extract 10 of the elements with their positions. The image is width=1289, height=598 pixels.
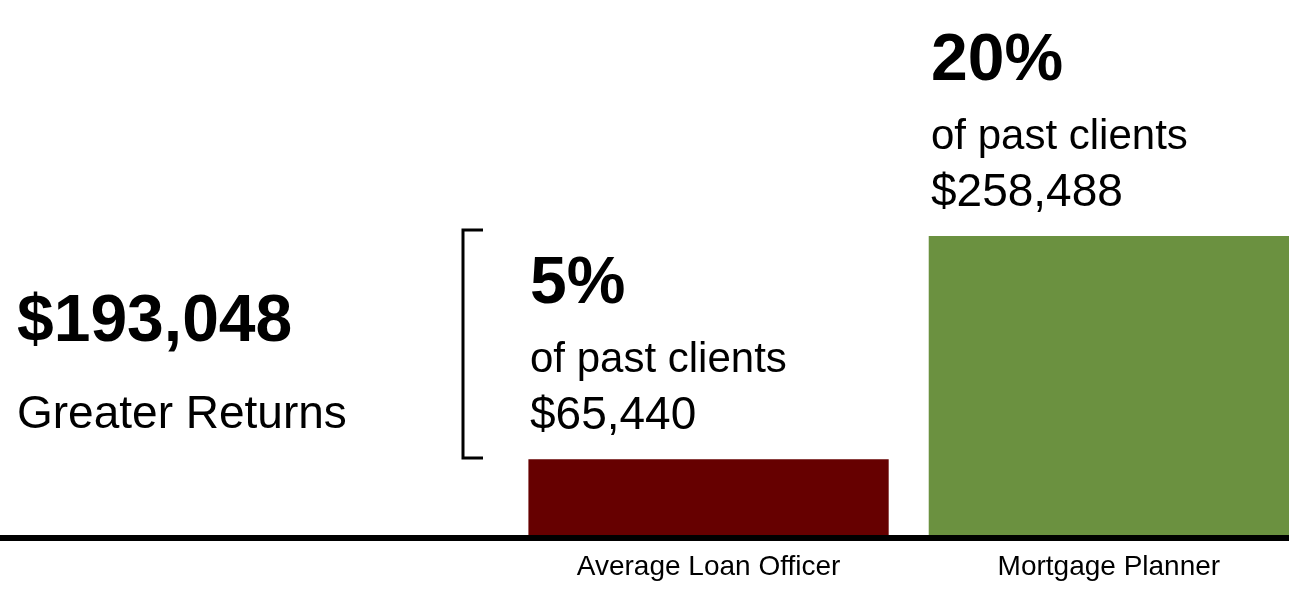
data-label: $258,488 bbox=[931, 164, 1123, 216]
x-tick-label: Average Loan Officer bbox=[576, 549, 841, 581]
annotation: 5% bbox=[530, 243, 626, 317]
text: $193,048 bbox=[17, 281, 293, 355]
annotation: 20% bbox=[931, 20, 1064, 94]
data-label: $65,440 bbox=[530, 387, 697, 439]
x-tick-label: Mortgage Planner bbox=[997, 549, 1221, 581]
annotation: of past clients bbox=[931, 111, 1188, 158]
text: Greater Returns bbox=[17, 386, 347, 438]
annotation: of past clients bbox=[530, 334, 787, 381]
